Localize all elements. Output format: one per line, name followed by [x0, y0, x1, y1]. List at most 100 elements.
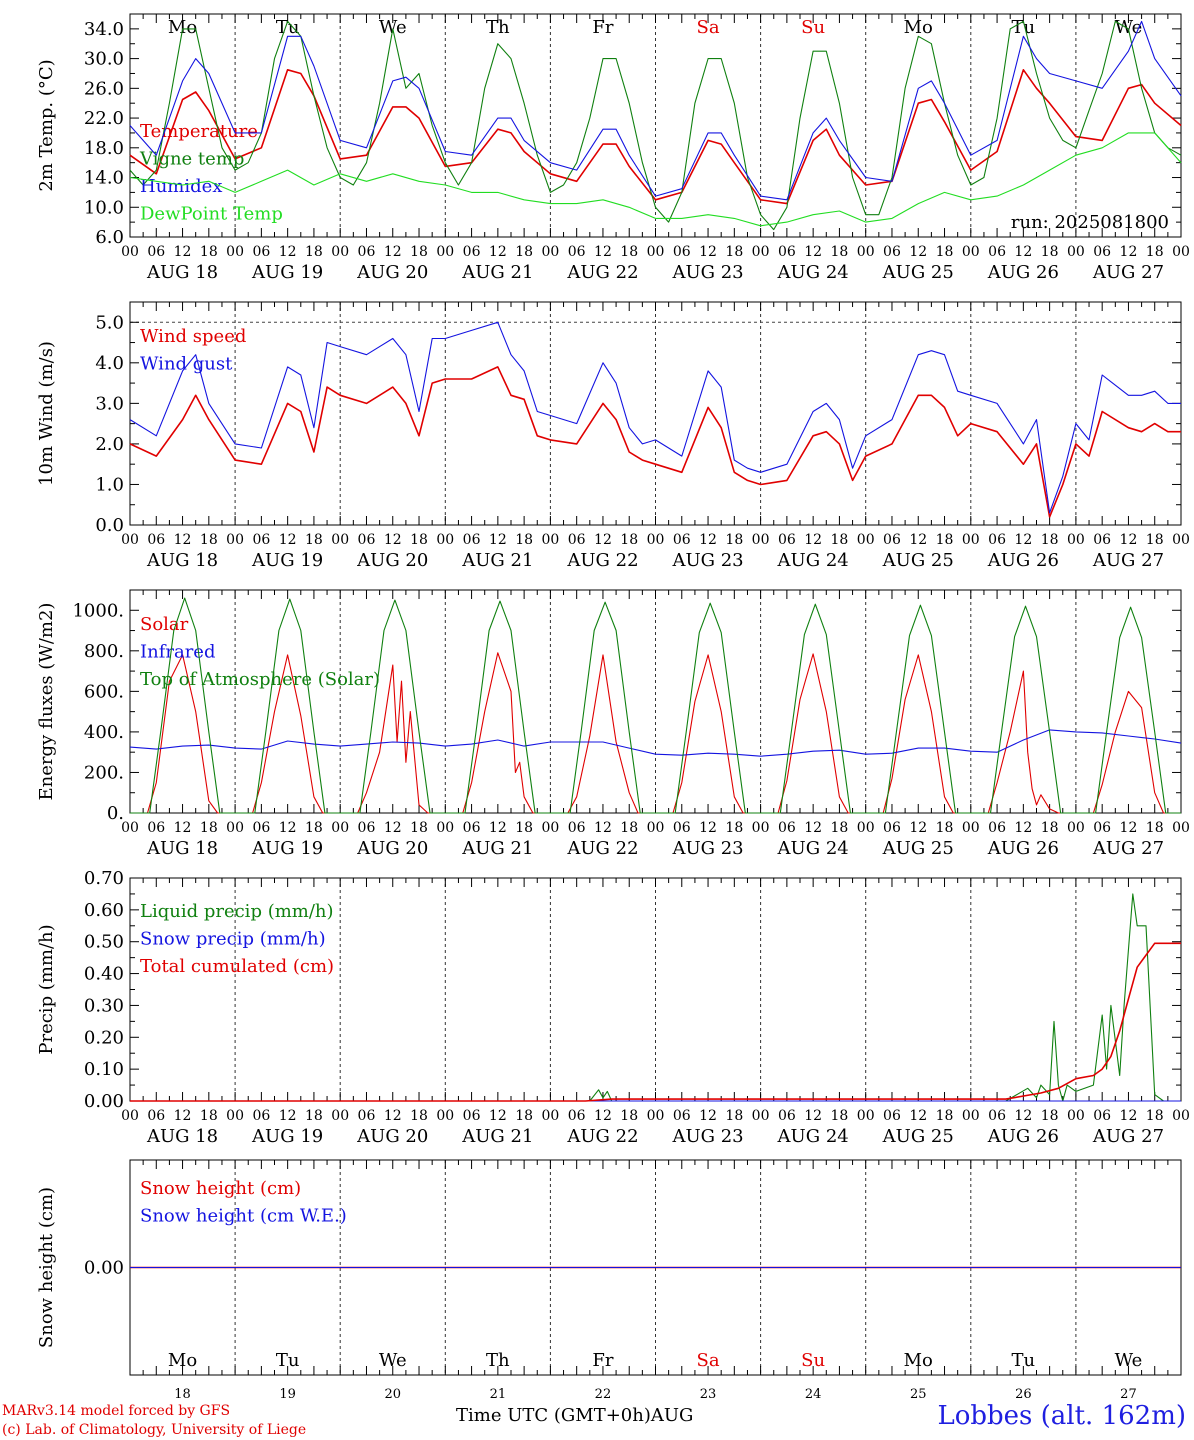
hour-label: 18 [1146, 244, 1164, 260]
date-label: AUG 20 [356, 838, 428, 859]
hour-label: 12 [699, 244, 717, 260]
hour-label: 00 [647, 244, 665, 260]
y-axis-label: Precip (mm/h) [36, 924, 57, 1054]
hour-label: 00 [752, 244, 770, 260]
hour-label: 12 [594, 820, 612, 836]
hour-label: 18 [725, 532, 743, 548]
day-number-label: 22 [595, 1387, 612, 1402]
weekday-label: We [1115, 17, 1143, 38]
hour-label: 06 [778, 244, 796, 260]
date-label: AUG 18 [146, 550, 218, 571]
hour-label: 18 [410, 1108, 428, 1124]
date-label: AUG 18 [146, 262, 218, 283]
y-tick-label: 5.0 [95, 312, 124, 333]
hour-label: 06 [1093, 1108, 1111, 1124]
date-label: AUG 26 [987, 262, 1059, 283]
y-axis-label: 10m Wind (m/s) [36, 341, 57, 486]
y-tick-label: 400. [84, 722, 124, 743]
hour-label: 00 [857, 532, 875, 548]
hour-label: 06 [568, 532, 586, 548]
legend-entry: Wind gust [140, 354, 233, 375]
hour-label: 12 [489, 244, 507, 260]
y-tick-label: 600. [84, 681, 124, 702]
x-axis-month: AUG [650, 1405, 694, 1426]
hour-label: 00 [857, 244, 875, 260]
day-number-label: 27 [1120, 1387, 1137, 1402]
hour-label: 06 [778, 820, 796, 836]
y-tick-label: 0.20 [84, 1027, 124, 1048]
hour-label: 18 [936, 532, 954, 548]
hour-label: 00 [541, 820, 559, 836]
legend-entry: Liquid precip (mm/h) [140, 901, 334, 922]
hour-label: 06 [463, 244, 481, 260]
weekday-label: We [1115, 1350, 1143, 1371]
hour-label: 12 [279, 244, 297, 260]
date-label: AUG 27 [1092, 838, 1164, 859]
hour-label: 00 [121, 820, 139, 836]
hour-label: 00 [647, 532, 665, 548]
hour-label: 00 [1067, 820, 1085, 836]
hour-label: 18 [620, 1108, 638, 1124]
hour-label: 18 [620, 532, 638, 548]
weekday-label: Tu [276, 17, 300, 38]
panel-frame [129, 13, 1182, 238]
date-label: AUG 25 [882, 550, 954, 571]
weekday-label: Th [486, 1350, 510, 1371]
y-tick-label: 2.0 [95, 434, 124, 455]
hour-label: 18 [1146, 1108, 1164, 1124]
model-credit: MARv3.14 model forced by GFS [2, 1403, 231, 1419]
hour-label: 18 [620, 244, 638, 260]
hour-label: 12 [909, 244, 927, 260]
weekday-label: Mo [168, 1350, 197, 1371]
hour-label: 18 [831, 244, 849, 260]
hour-label: 18 [305, 532, 323, 548]
y-tick-label: 18.0 [84, 138, 124, 159]
hour-label: 12 [699, 1108, 717, 1124]
day-number-label: 19 [279, 1387, 296, 1402]
date-label: AUG 20 [356, 550, 428, 571]
hour-label: 00 [541, 532, 559, 548]
series-line-blue [129, 20, 1182, 201]
hour-label: 12 [384, 532, 402, 548]
hour-label: 00 [226, 1108, 244, 1124]
hour-label: 00 [752, 532, 770, 548]
hour-label: 00 [331, 820, 349, 836]
hour-label: 00 [1172, 1108, 1190, 1124]
hour-label: 00 [1067, 244, 1085, 260]
y-tick-label: 1.0 [95, 474, 124, 495]
date-label: AUG 21 [461, 838, 533, 859]
hour-label: 18 [515, 532, 533, 548]
date-label: AUG 25 [882, 838, 954, 859]
hour-label: 06 [252, 532, 270, 548]
hour-label: 12 [1014, 820, 1032, 836]
hour-label: 12 [174, 1108, 192, 1124]
series-line-green [130, 597, 1181, 814]
hour-label: 12 [804, 1108, 822, 1124]
hour-label: 18 [725, 820, 743, 836]
x-axis-title-text: Time UTC (GMT+0h) [456, 1405, 651, 1426]
hour-label: 00 [541, 1108, 559, 1124]
date-label: AUG 23 [671, 262, 743, 283]
hour-label: 12 [174, 820, 192, 836]
y-tick-label: 0.10 [84, 1059, 124, 1080]
y-tick-label: 0.60 [84, 900, 124, 921]
hour-label: 06 [568, 244, 586, 260]
hour-label: 00 [752, 820, 770, 836]
date-label: AUG 22 [566, 262, 638, 283]
series-line-blue [129, 321, 1181, 514]
date-label: AUG 18 [146, 1126, 218, 1147]
date-label: AUG 18 [146, 838, 218, 859]
hour-label: 00 [647, 820, 665, 836]
hour-label: 12 [699, 532, 717, 548]
hour-label: 06 [1093, 532, 1111, 548]
hour-label: 18 [1041, 532, 1059, 548]
hour-label: 06 [988, 1108, 1006, 1124]
date-label: AUG 24 [777, 262, 849, 283]
hour-label: 18 [410, 532, 428, 548]
hour-label: 18 [725, 244, 743, 260]
weekday-label: Su [801, 1350, 825, 1371]
hour-label: 12 [594, 532, 612, 548]
series-line-red [130, 942, 1181, 1102]
hour-label: 18 [936, 1108, 954, 1124]
